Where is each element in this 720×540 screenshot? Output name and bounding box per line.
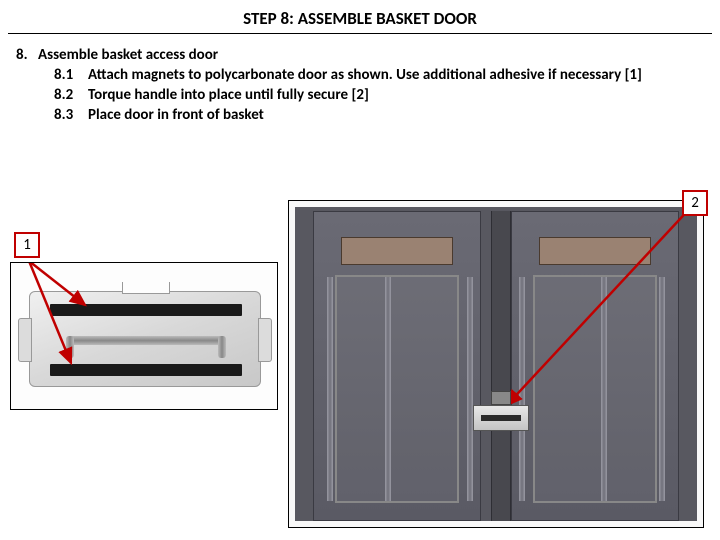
door-tab	[258, 318, 272, 362]
title-bar: STEP 8: ASSEMBLE BASKET DOOR	[8, 0, 712, 34]
magnet-strip	[50, 304, 242, 316]
door-tab	[18, 318, 32, 362]
figure-door	[10, 262, 278, 410]
substep-number: 8.2	[54, 86, 88, 104]
step-heading: 8. Assemble basket access door	[16, 46, 704, 64]
substep-number: 8.3	[54, 106, 88, 124]
door-notch	[122, 282, 170, 294]
vertical-rail	[467, 277, 473, 501]
vertical-rail	[327, 277, 333, 501]
vertical-rail	[601, 277, 607, 501]
step-number: 8.	[16, 46, 38, 64]
handle-mount	[66, 336, 74, 358]
substep-row: 8.1 Attach magnets to polycarbonate door…	[54, 66, 704, 84]
substep-row: 8.2 Torque handle into place until fully…	[54, 86, 704, 104]
vertical-rail	[385, 277, 391, 501]
latch-slot	[481, 415, 521, 421]
substep-text: Torque handle into place until fully sec…	[88, 86, 704, 104]
callout-label: 2	[691, 194, 699, 212]
basket-body	[295, 207, 697, 521]
substep-text: Place door in front of basket	[88, 106, 704, 124]
callout-box-2: 2	[682, 190, 708, 216]
substep-row: 8.3 Place door in front of basket	[54, 106, 704, 124]
substep-number: 8.1	[54, 66, 88, 84]
substep-text: Attach magnets to polycarbonate door as …	[88, 66, 704, 84]
vertical-rail	[519, 277, 525, 501]
handle-mount	[218, 336, 226, 358]
magnet-strip	[50, 364, 242, 376]
center-seam	[491, 211, 511, 521]
panel-frame	[335, 275, 459, 503]
vertical-rail	[659, 277, 665, 501]
step-heading-text: Assemble basket access door	[38, 46, 218, 64]
callout-label: 1	[23, 236, 31, 254]
figure-basket	[288, 200, 704, 528]
panel-frame	[533, 275, 657, 503]
latch-bracket	[491, 391, 511, 405]
door-handle	[68, 336, 224, 345]
top-slot	[341, 237, 453, 265]
page-title: STEP 8: ASSEMBLE BASKET DOOR	[243, 8, 477, 29]
callout-box-1: 1	[14, 232, 40, 258]
door-plate	[29, 291, 261, 387]
substep-list: 8.1 Attach magnets to polycarbonate door…	[54, 66, 704, 124]
instruction-block: 8. Assemble basket access door 8.1 Attac…	[0, 34, 720, 124]
top-slot	[539, 237, 651, 265]
